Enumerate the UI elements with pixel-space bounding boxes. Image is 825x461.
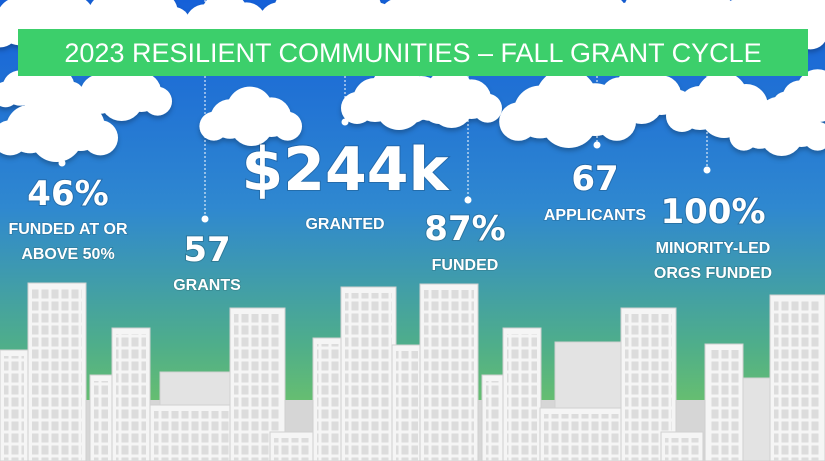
building xyxy=(742,377,774,461)
hanger-dot xyxy=(464,196,472,204)
windows xyxy=(486,381,500,461)
stat-label: ORGS FUNDED xyxy=(654,265,772,282)
stat-value: 57 xyxy=(183,230,230,270)
cloud-puff xyxy=(273,111,302,141)
cloud-puff xyxy=(430,84,474,128)
cloud-puff xyxy=(729,121,759,151)
stat-label: FUNDED AT OR xyxy=(8,221,128,238)
windows xyxy=(774,301,821,461)
stat-label: GRANTED xyxy=(305,216,384,233)
cloud-puff xyxy=(589,89,619,119)
cloud-puff xyxy=(0,81,19,108)
stat-value: 87% xyxy=(424,209,505,249)
stat-value: 46% xyxy=(27,174,108,214)
cloud-puff xyxy=(772,91,799,118)
windows xyxy=(345,293,392,461)
cloud-puff xyxy=(100,77,144,121)
stat-label: APPLICANTS xyxy=(544,207,647,224)
stat-value: 67 xyxy=(571,159,618,199)
hanger-dot xyxy=(58,159,66,167)
cloud-puff xyxy=(666,100,698,132)
cloud-puff xyxy=(473,93,502,123)
cloud-puff xyxy=(620,80,664,124)
cloud xyxy=(772,69,825,122)
cloud-puff xyxy=(143,86,172,116)
cloud-puff xyxy=(399,93,429,123)
cloud-puff xyxy=(0,12,18,48)
cloud-puff xyxy=(760,112,804,156)
stat-value: 100% xyxy=(660,192,765,232)
cloud-puff xyxy=(800,83,825,122)
hanger-dot xyxy=(201,215,209,223)
title: 2023 RESILIENT COMMUNITIES – FALL GRANT … xyxy=(64,38,761,68)
cloud xyxy=(499,68,636,148)
cloud-puff xyxy=(442,2,478,38)
windows xyxy=(116,334,146,461)
hanger-dot xyxy=(703,166,711,174)
stat-label: FUNDED xyxy=(432,257,499,274)
windows xyxy=(274,438,311,461)
cloud-puff xyxy=(230,102,274,146)
windows xyxy=(32,289,82,461)
title-banner xyxy=(18,29,808,76)
windows xyxy=(154,411,231,461)
windows xyxy=(317,344,339,461)
cloud-puff xyxy=(30,109,83,162)
stat-label: ABOVE 50% xyxy=(21,246,114,263)
windows xyxy=(507,334,537,461)
windows xyxy=(665,438,699,461)
windows xyxy=(94,381,108,461)
cloud xyxy=(399,68,502,128)
hanger-dot xyxy=(341,118,349,126)
cloud-puff xyxy=(58,81,84,108)
windows xyxy=(709,350,739,461)
cloud-puff xyxy=(82,120,118,156)
windows xyxy=(424,290,474,461)
stat-label: GRANTS xyxy=(173,277,241,294)
stat-label: MINORITY-LED xyxy=(656,240,771,257)
cloud-puff xyxy=(540,90,598,148)
cloud-puff xyxy=(0,120,28,156)
cloud-puff xyxy=(199,111,229,141)
windows xyxy=(544,414,621,461)
cloud-puff xyxy=(499,102,538,141)
cloud-puff xyxy=(341,92,373,124)
cloud-puff xyxy=(803,121,825,151)
windows xyxy=(4,356,24,461)
cloud-puff xyxy=(769,6,799,36)
windows xyxy=(396,351,418,461)
buildings xyxy=(0,282,825,461)
stat-value: $244k xyxy=(242,135,451,205)
cloud xyxy=(199,86,302,146)
hanger-dot xyxy=(593,141,601,149)
stats: 46% FUNDED AT OR ABOVE 50% 57 GRANTS $244k GRA… xyxy=(8,134,773,295)
cloud-puff xyxy=(20,73,59,112)
